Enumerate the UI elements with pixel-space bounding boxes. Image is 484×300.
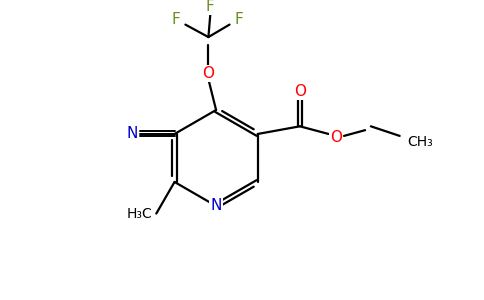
Text: F: F (171, 12, 180, 27)
Text: F: F (206, 0, 215, 14)
Text: N: N (127, 127, 138, 142)
Text: N: N (211, 199, 222, 214)
Text: O: O (202, 66, 214, 81)
Text: F: F (235, 12, 243, 27)
Text: O: O (330, 130, 342, 145)
Text: CH₃: CH₃ (408, 135, 433, 149)
Text: H₃C: H₃C (127, 206, 152, 220)
Text: O: O (294, 84, 306, 99)
